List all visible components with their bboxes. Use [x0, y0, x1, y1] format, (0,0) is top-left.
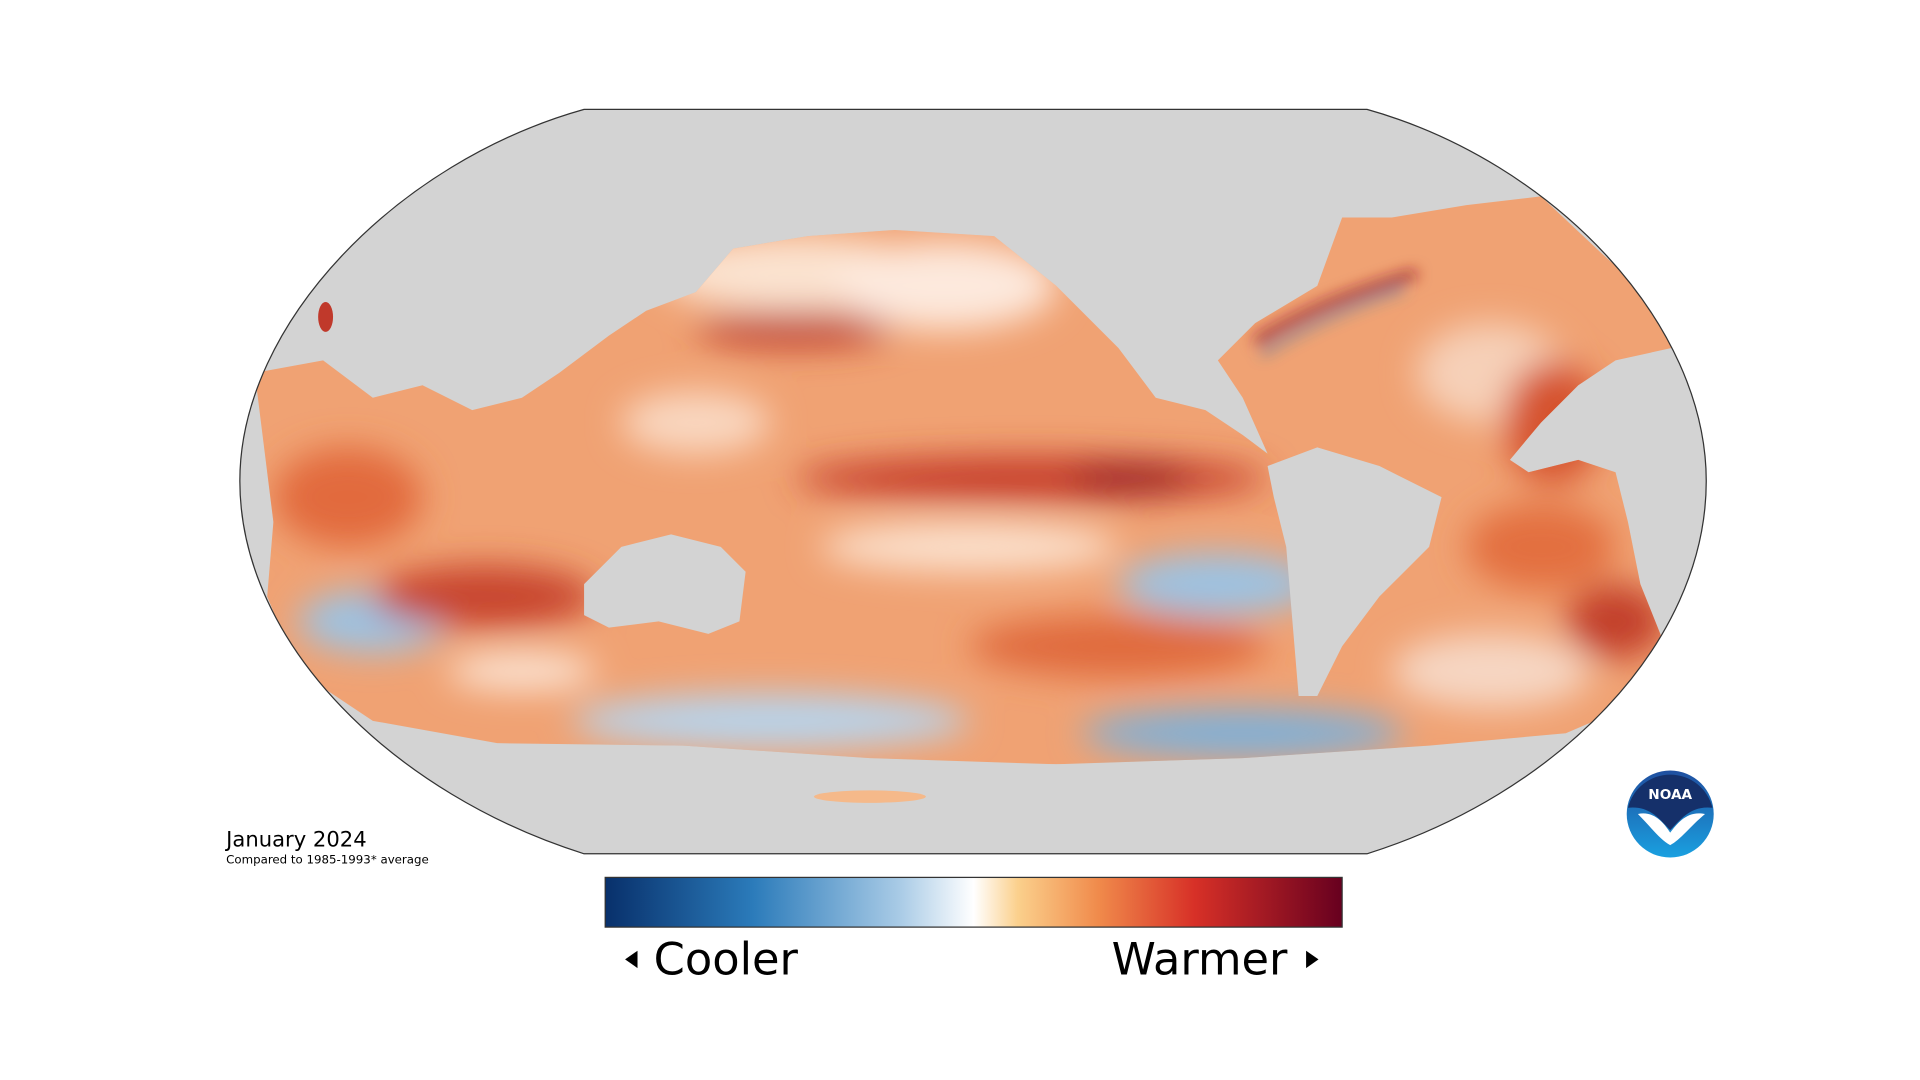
map: [239, 109, 1707, 854]
gulf-stream: [1253, 269, 1418, 356]
map-title: January 2024: [224, 826, 366, 851]
anomaly-patch: [820, 521, 1119, 572]
anomaly-patch: [969, 615, 1268, 678]
map-subtitle: Compared to 1985-1993* average: [226, 853, 429, 867]
anomaly-patch: [695, 311, 895, 347]
legend-low-label: Cooler: [654, 932, 799, 985]
noaa-logo: NOAA: [1626, 770, 1714, 858]
ross-sea: [813, 790, 926, 803]
anomaly-patch: [1068, 466, 1194, 491]
color-scale: [604, 876, 1343, 928]
map-outline: [239, 108, 1707, 855]
anomaly-patch: [795, 456, 1268, 501]
anomaly-patch: [1466, 503, 1616, 591]
anomaly-patch: [447, 652, 597, 690]
south-america: [1267, 447, 1442, 696]
current-streak: [1260, 286, 1405, 356]
anomaly-patch: [273, 447, 423, 547]
logo-top: [1627, 774, 1713, 831]
current-streak: [1253, 269, 1418, 345]
anomaly-patch: [372, 565, 597, 628]
anomaly-patterns: [273, 236, 1666, 759]
caspian-sea: [318, 302, 334, 332]
anomaly-patch: [832, 242, 1057, 330]
anomaly-patch: [1118, 553, 1318, 616]
anomaly-patch: [621, 391, 771, 454]
left-arrow: [625, 950, 638, 969]
logo-text: NOAA: [1648, 787, 1692, 803]
anomaly-patch: [1565, 584, 1666, 659]
anomaly-patch: [1081, 708, 1405, 759]
australia: [584, 534, 746, 634]
anomaly-patch: [571, 693, 970, 749]
legend-high-label: Warmer: [1112, 932, 1288, 985]
logo-bird: [1637, 813, 1706, 846]
anomaly-patch: [1391, 633, 1591, 709]
right-arrow: [1306, 950, 1319, 969]
